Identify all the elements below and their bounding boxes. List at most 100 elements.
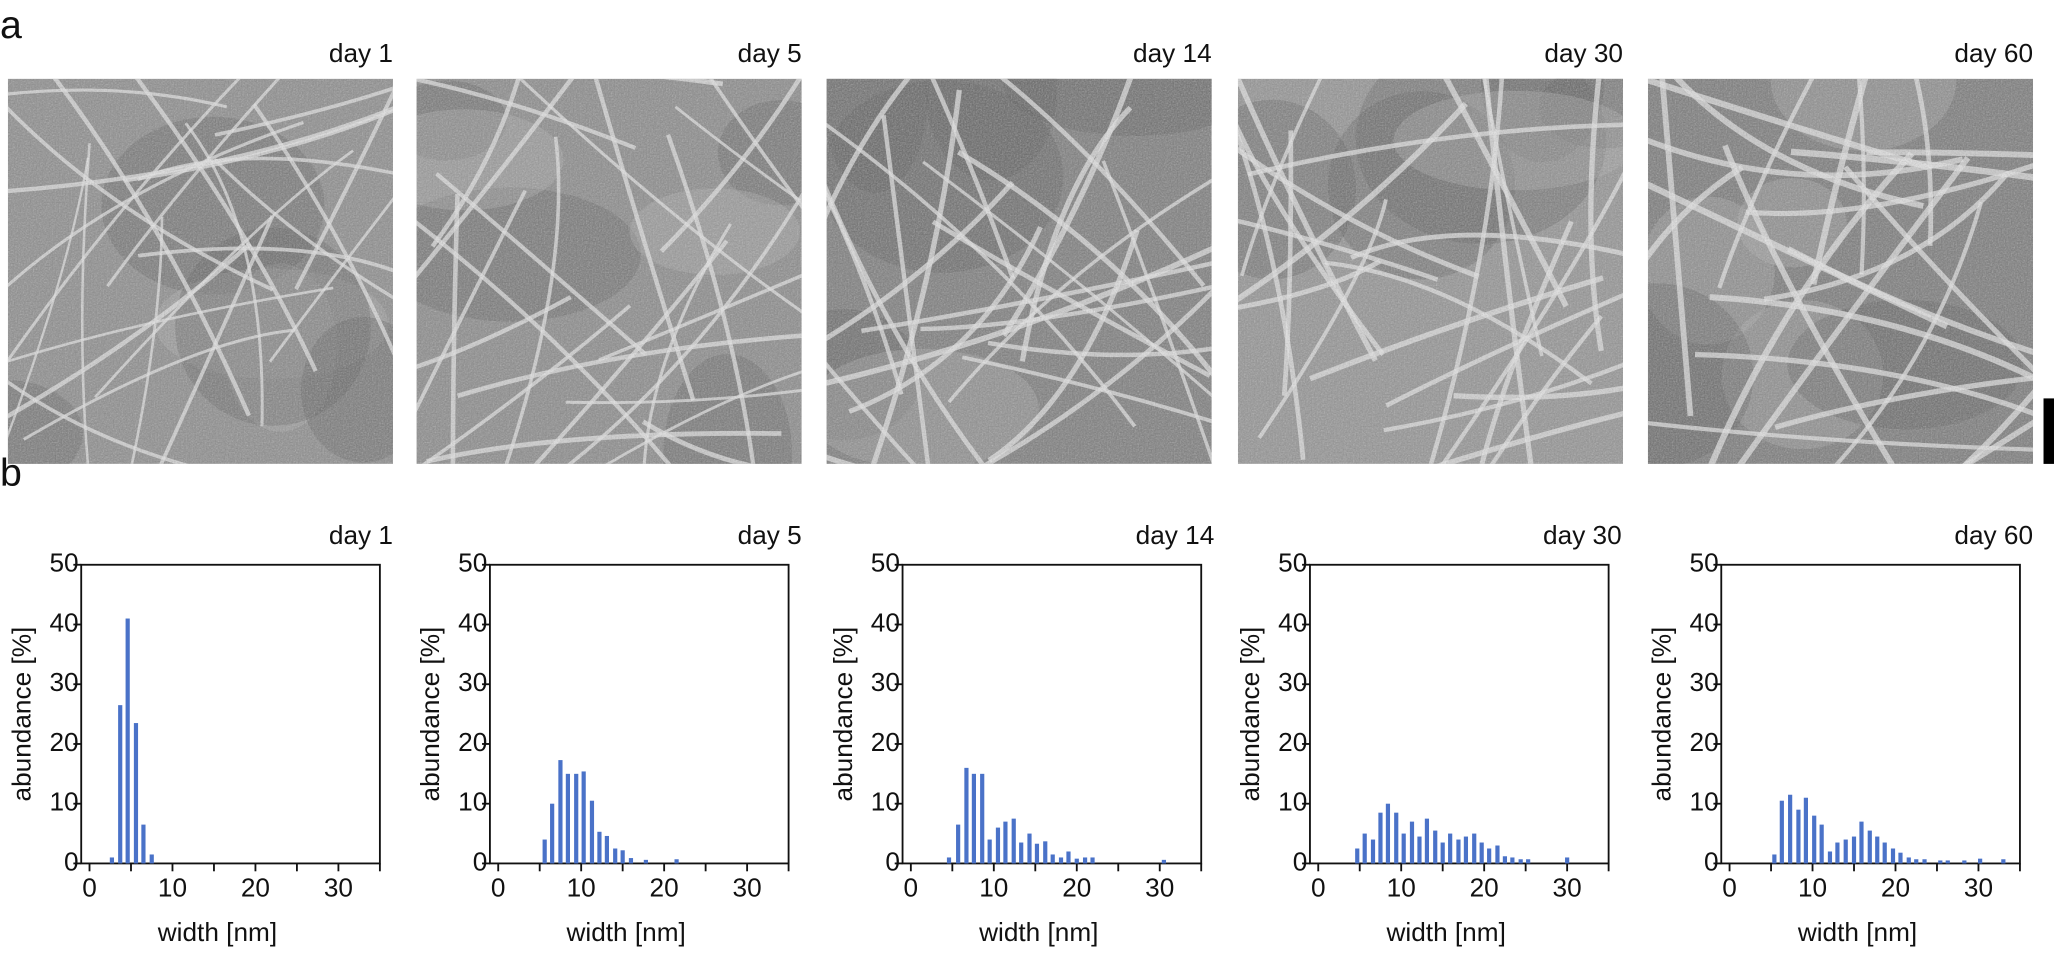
y-tick-label: 0 [64,846,79,876]
y-tick-label: 0 [473,846,488,876]
bar [1058,857,1064,864]
bar [1812,815,1817,864]
bar [1433,830,1438,864]
bar [550,803,555,864]
plot-frame [1309,563,1610,865]
chart-title: day 60 [1954,520,2033,550]
bar [581,771,586,864]
x-axis-label: width [nm] [978,917,1098,947]
y-tick-label: 50 [871,548,900,578]
bar [1843,839,1848,864]
bar [1827,851,1833,864]
bar [1417,836,1422,864]
bar [1495,845,1500,864]
bar [1066,851,1071,864]
bar [565,773,571,864]
bar [1796,809,1801,864]
y-tick-label: 20 [458,727,487,757]
bar [1938,860,1943,864]
bar [1479,842,1484,864]
bar [125,618,130,864]
micrograph-content [1647,78,2034,464]
x-tick-label: 10 [979,873,1008,903]
bar [1962,860,1967,864]
x-tick-label: 20 [1881,873,1910,903]
bar [542,839,547,864]
histogram: day 60 0 10 20 30 40 50 0 10 20 30 width [nm] abunda… [1647,520,2033,947]
image-title: day 60 [1954,38,2033,68]
micrograph [7,78,393,464]
bar [1355,848,1360,864]
micrograph-content [416,78,802,464]
y-tick-label: 50 [458,548,487,578]
y-axis-label: abundance [%] [1647,627,1677,802]
y-tick-label: 30 [1278,667,1307,697]
bar [1526,859,1531,864]
bar [1472,833,1477,864]
y-tick-label: 50 [1690,548,1719,578]
y-tick-label: 10 [1278,787,1307,817]
image-title: day 30 [1544,38,1623,68]
bar [1019,842,1024,864]
bar [118,705,123,864]
x-tick-label: 30 [324,873,353,903]
bar [1409,821,1415,864]
bar [2001,859,2006,864]
bar [1378,812,1383,864]
bar [1851,836,1857,864]
bar [1401,833,1406,864]
bar [1772,854,1777,864]
y-axis-label: abundance [%] [415,627,445,802]
image-title: day 1 [329,38,393,68]
x-tick-label: 0 [1722,873,1737,903]
bar [620,850,625,864]
bar [1788,794,1793,864]
bar [1027,833,1032,864]
bar [987,839,992,864]
panel-label: a [0,3,22,47]
bar [1161,859,1166,864]
y-tick-label: 10 [49,787,78,817]
bar [628,858,634,864]
bar [1882,842,1887,864]
y-tick-label: 10 [1690,787,1719,817]
bar [1487,848,1492,864]
x-tick-label: 0 [491,873,506,903]
noise [1647,78,2034,464]
micrograph-content [1237,78,1624,464]
histogram: day 5 0 10 20 30 40 50 0 10 20 30 width [nm] abundan… [415,520,801,947]
noise [1237,78,1624,464]
plot-frame [80,563,381,865]
y-tick-label: 20 [49,727,78,757]
bar [956,824,961,864]
plot-frame [1720,563,2021,865]
bar [597,831,602,864]
x-tick-label: 10 [1387,873,1416,903]
y-tick-label: 50 [49,548,78,578]
x-tick-label: 10 [158,873,187,903]
micrograph [1237,78,1624,464]
x-tick-label: 20 [1470,873,1499,903]
histogram: day 30 0 10 20 30 40 50 0 10 20 30 width [nm] abunda… [1235,520,1621,947]
bar [1803,797,1808,864]
x-tick-label: 20 [241,873,270,903]
y-axis-label: abundance [%] [1235,627,1265,802]
bar [1456,839,1461,864]
bar [643,859,648,864]
bar [1906,857,1911,864]
micrograph [416,78,802,464]
x-axis-label: width [nm] [157,917,277,947]
bar [1890,848,1896,864]
x-tick-label: 30 [1964,873,1993,903]
bar [149,854,154,864]
chart-title: day 14 [1136,520,1215,550]
bar [946,857,952,864]
micrograph-content [826,78,1212,464]
bar [980,773,985,864]
y-tick-label: 40 [1278,607,1307,637]
x-axis-label: width [nm] [1386,917,1506,947]
y-tick-label: 10 [458,787,487,817]
bar [1424,818,1430,864]
noise [7,78,393,464]
